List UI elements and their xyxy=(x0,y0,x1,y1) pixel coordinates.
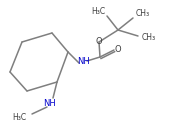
Text: NH: NH xyxy=(44,99,56,107)
Text: NH: NH xyxy=(77,57,89,66)
Text: H₃C: H₃C xyxy=(12,113,26,122)
Text: H₃C: H₃C xyxy=(91,7,105,16)
Text: O: O xyxy=(96,36,102,45)
Text: CH₃: CH₃ xyxy=(142,34,156,43)
Text: O: O xyxy=(115,45,121,53)
Text: CH₃: CH₃ xyxy=(136,9,150,18)
